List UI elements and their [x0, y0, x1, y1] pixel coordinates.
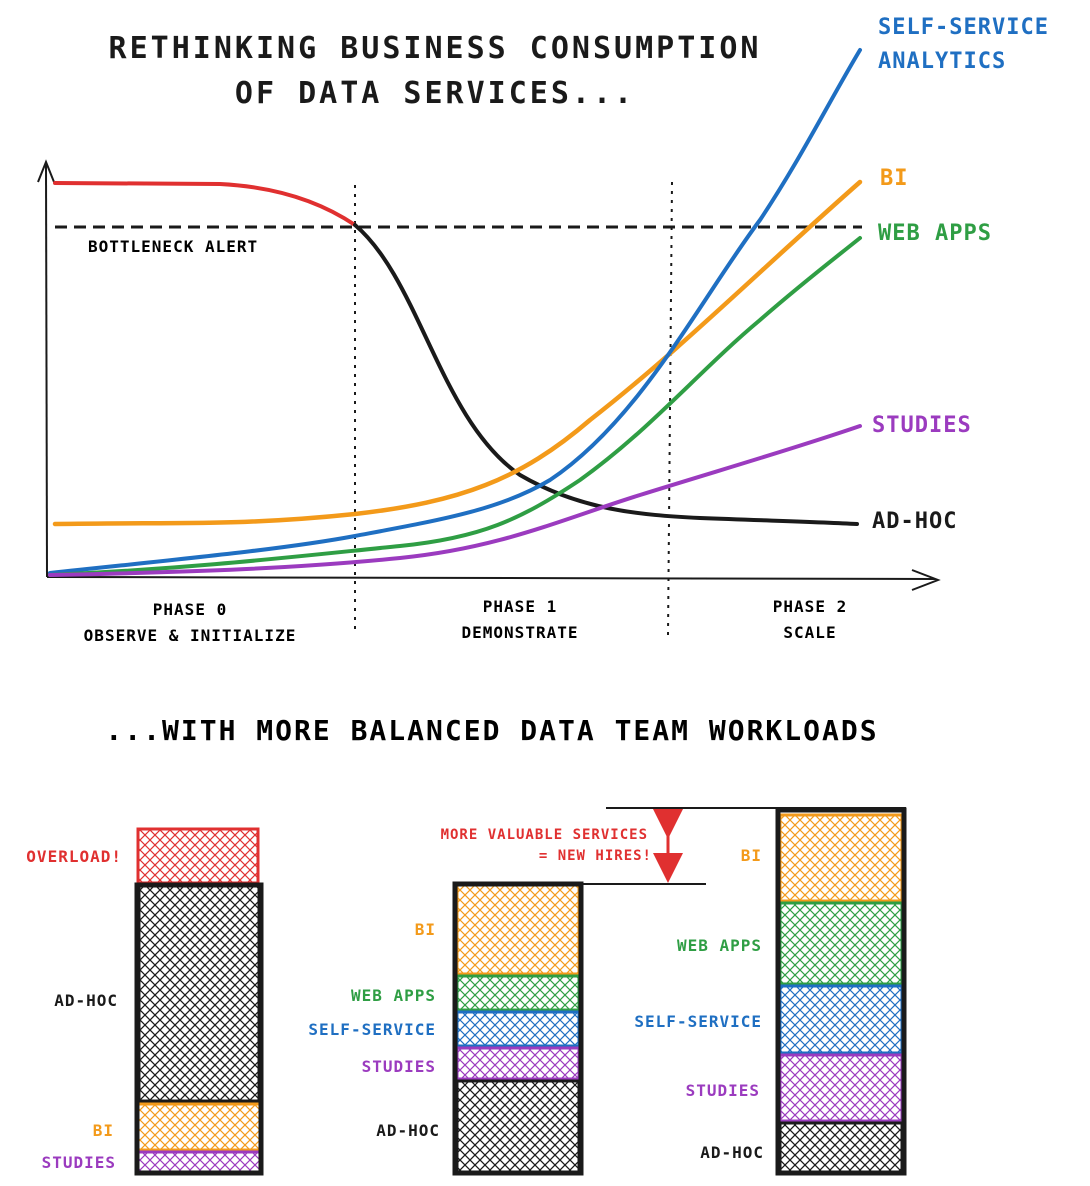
- curve-studies: [48, 424, 862, 577]
- bar-3-ad-hoc-label: AD-HOC: [700, 1143, 764, 1162]
- bar-3-outline: [775, 807, 907, 1176]
- label-ad-hoc: AD-HOC: [872, 509, 957, 534]
- bar-1-ad-hoc-segment: [135, 882, 263, 1105]
- y-axis-arrow-icon: [37, 159, 55, 183]
- phase-2-name: PHASE 2: [773, 597, 847, 616]
- bar-2-bi-label: BI: [415, 920, 436, 939]
- bar-2-ad-hoc-label: AD-HOC: [376, 1121, 440, 1140]
- curve-ad-hoc-red: [53, 181, 357, 227]
- annotation-line-1: MORE VALUABLE SERVICES: [441, 827, 648, 843]
- phase-2-desc: SCALE: [783, 623, 836, 642]
- bar-2-outline: [452, 881, 584, 1176]
- bar-3-studies-label: STUDIES: [686, 1081, 760, 1100]
- bar-2-studies-segment: [455, 1046, 581, 1081]
- label-web-apps: WEB APPS: [878, 221, 992, 246]
- title-line-1: RETHINKING BUSINESS CONSUMPTION: [109, 31, 762, 66]
- bar-2-self-service-label: SELF-SERVICE: [308, 1020, 436, 1039]
- bar-2-self-service-segment: [455, 1010, 581, 1048]
- bar-3-self-service-label: SELF-SERVICE: [634, 1012, 762, 1031]
- phase-0-name: PHASE 0: [153, 600, 227, 619]
- bar-1-outline: [134, 882, 264, 1176]
- bottleneck-label: BOTTLENECK ALERT: [88, 237, 258, 256]
- phase-0-desc: OBSERVE & INITIALIZE: [84, 626, 297, 645]
- bar-2-web-apps-label: WEB APPS: [351, 986, 436, 1005]
- y-axis: [45, 164, 48, 578]
- bar-1: [134, 827, 264, 1176]
- bar-3-bi-label: BI: [741, 846, 762, 865]
- bar-2-bi-segment: [455, 883, 581, 976]
- label-self-service-line1: SELF-SERVICE: [878, 15, 1049, 40]
- bar-1-bi-label: BI: [93, 1121, 114, 1140]
- section-2-title: ...WITH MORE BALANCED DATA TEAM WORKLOAD…: [105, 714, 878, 747]
- bar-3: [775, 807, 907, 1176]
- bar-2-ad-hoc-segment: [455, 1079, 581, 1174]
- curve-web-apps: [48, 236, 862, 577]
- annotation-line-2: = NEW HIRES!: [539, 848, 652, 864]
- bar-3-web-apps-label: WEB APPS: [677, 936, 762, 955]
- bar-3-studies-segment: [778, 1053, 904, 1123]
- x-axis: [46, 576, 936, 580]
- phase-1-desc: DEMONSTRATE: [462, 623, 579, 642]
- curve-ad-hoc: [353, 223, 859, 526]
- bar-1-ad-hoc-label: AD-HOC: [54, 991, 118, 1010]
- bar-2: [452, 881, 584, 1176]
- bar-2-studies-label: STUDIES: [362, 1057, 436, 1076]
- title-line-2: OF DATA SERVICES...: [235, 76, 635, 111]
- curve-self-service: [48, 48, 862, 575]
- phase-divider-2: [667, 181, 673, 636]
- label-studies: STUDIES: [872, 413, 972, 438]
- x-axis-arrow-icon: [911, 569, 941, 591]
- bar-3-self-service-segment: [778, 984, 904, 1055]
- label-bi: BI: [880, 166, 909, 191]
- bar-1-overload-segment: [136, 827, 260, 885]
- bar-1-studies-label: STUDIES: [42, 1153, 116, 1172]
- bar-1-studies-segment: [136, 1150, 262, 1174]
- bar-1-bi-segment: [136, 1102, 262, 1152]
- bar-3-bi-segment: [778, 813, 904, 903]
- label-self-service-line2: ANALYTICS: [878, 49, 1006, 74]
- bar-1-overload-label: OVERLOAD!: [26, 847, 122, 866]
- curve-bi: [52, 179, 863, 527]
- bar-3-ad-hoc-segment: [778, 1121, 904, 1174]
- bar-3-web-apps-segment: [778, 901, 904, 986]
- bar-2-web-apps-segment: [455, 974, 581, 1012]
- phase-1-name: PHASE 1: [483, 597, 557, 616]
